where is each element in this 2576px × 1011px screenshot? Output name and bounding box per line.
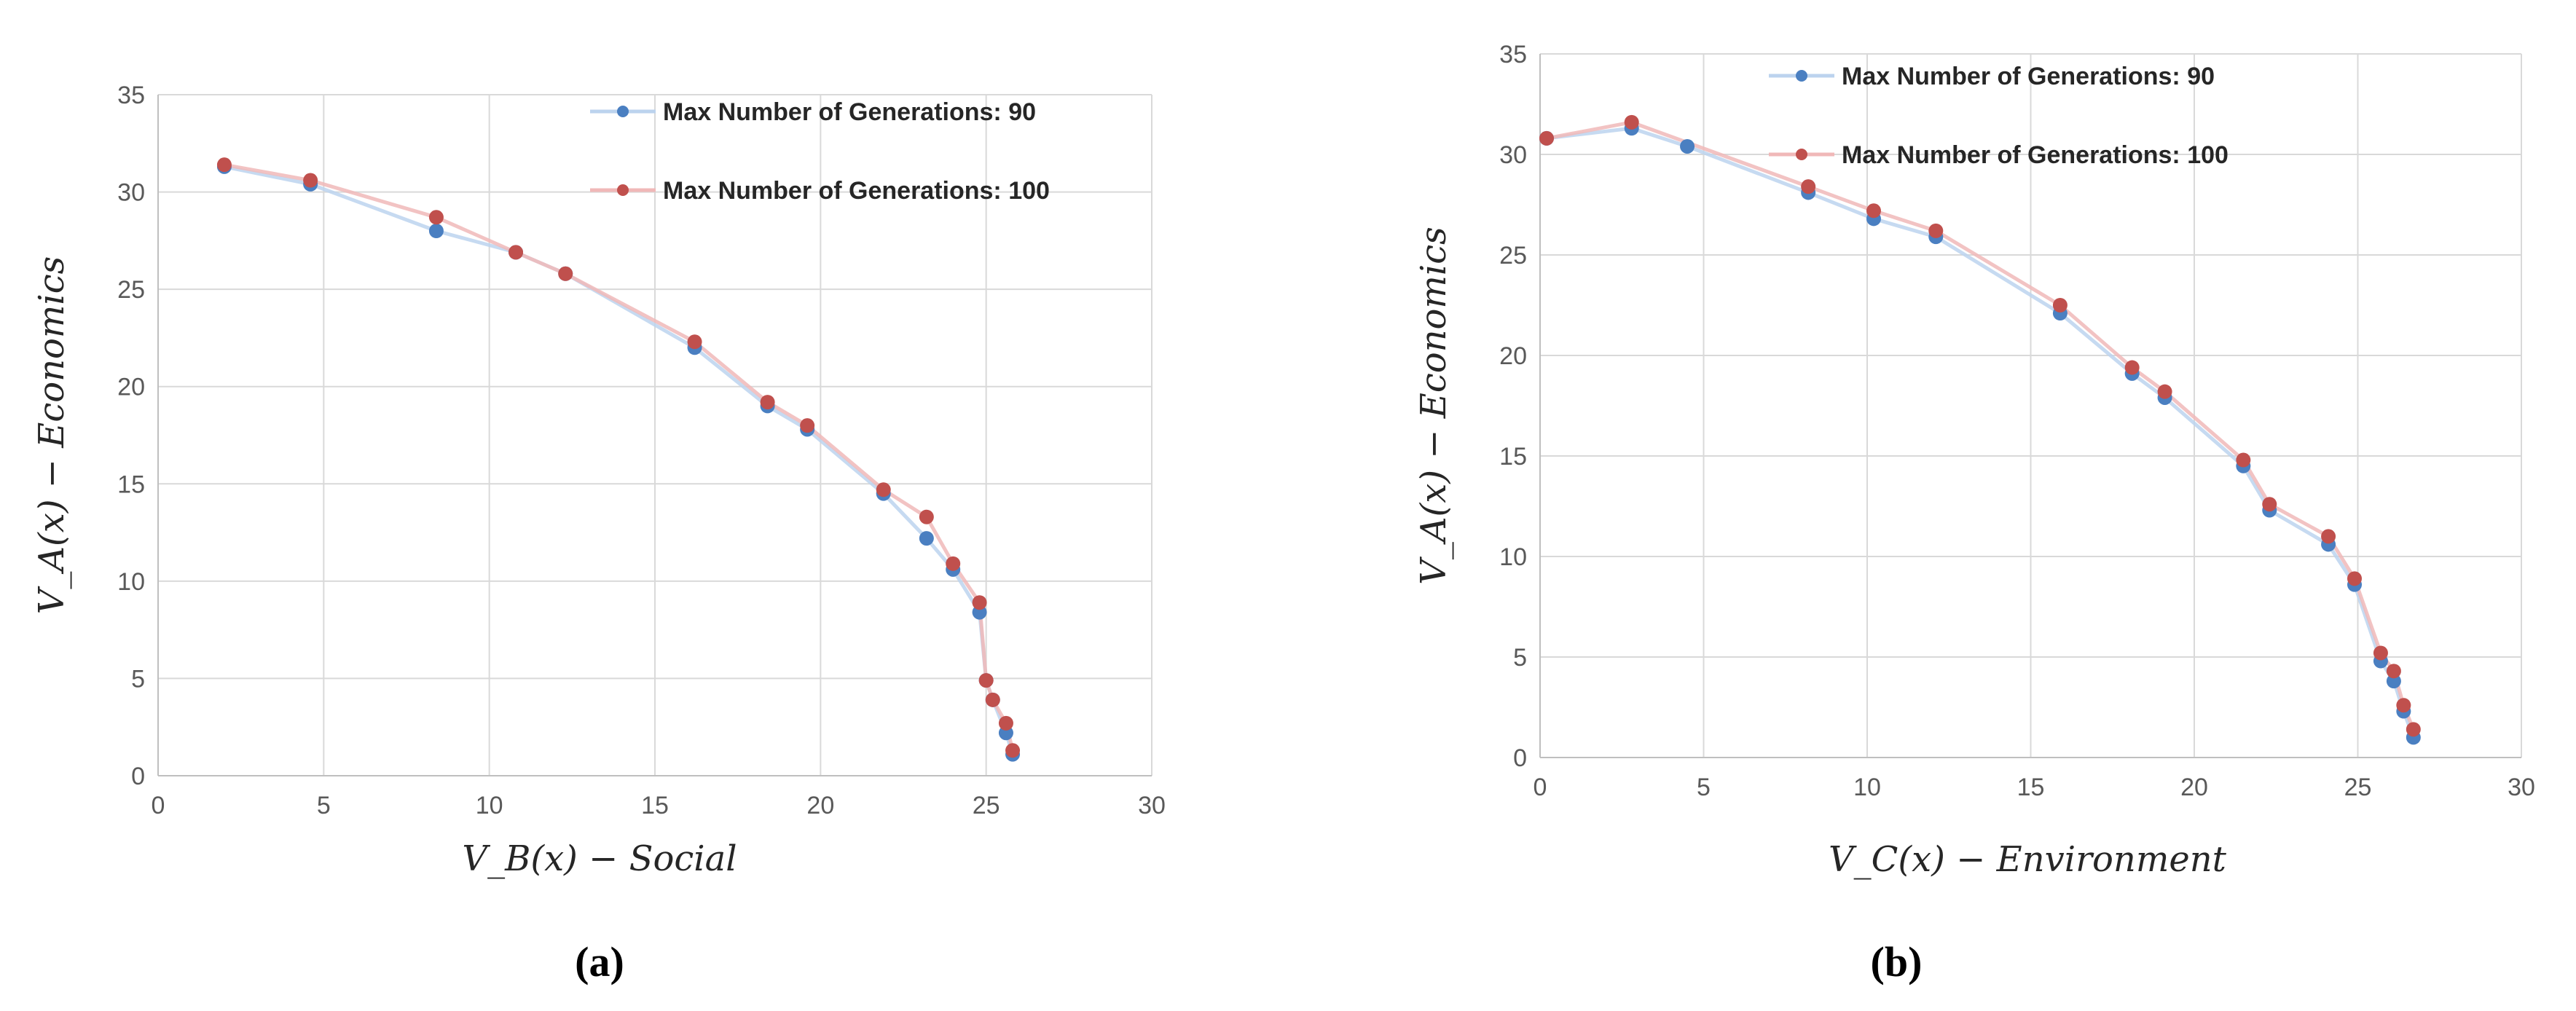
chart-panel-a: 0 5 10 15 20 25 30 0 5 10 15 20 25 30 35 Max Number of … [31,82,1166,986]
series-2-point [1539,130,1554,146]
series-2-point [2321,529,2336,544]
series-2-point [2157,384,2172,399]
series-2-point [508,245,524,260]
series-2-point [1624,114,1639,130]
x-tick-label: 10 [476,792,503,819]
series-2-point [1005,743,1021,758]
y-tick-label: 10 [1499,543,1527,571]
series-2-point [2124,360,2140,375]
series-1-point [1680,138,1695,154]
series-2-point [2386,664,2401,679]
y-tick-label: 35 [1499,41,1527,68]
x-tick-label: 0 [152,792,165,819]
y-tick-label: 35 [117,82,145,109]
series-2-point [2052,298,2068,312]
series-line-2 [224,162,1015,751]
y-tick-label: 15 [1499,443,1527,471]
series-2-point [2396,698,2411,713]
series-2-point [2373,645,2388,661]
y-tick-label: 25 [1499,242,1527,270]
y-tick-label: 0 [1513,744,1527,772]
x-axis-label: V_C(x) − Environment [1829,839,2227,880]
y-tick-label: 5 [131,665,145,693]
series-2-point [985,692,1000,707]
y-tick-label: 10 [117,568,145,596]
series-2-point [2406,722,2421,737]
panel-label: (a) [575,938,624,986]
series-2-point [946,556,961,571]
series-2-point [558,266,573,281]
x-tick-label: 20 [806,792,834,819]
y-axis-label: V_A(x) − Economics [31,256,72,615]
series-2-point [800,418,815,433]
x-tick-label: 25 [973,792,1000,819]
legend-swatch-marker-2 [617,184,629,196]
series-line-2 [1546,120,2416,731]
series-2-point [1928,223,1944,238]
x-axis-label: V_B(x) − Social [462,838,737,879]
y-tick-label: 30 [117,179,145,207]
legend-label-1: Max Number of Generations: 90 [1842,63,2215,90]
x-tick-label: 5 [317,792,331,819]
x-tick-label: 15 [641,792,669,819]
series-line-1 [1546,126,2416,739]
legend-swatch-marker-1 [1796,70,1807,82]
x-tick-label: 20 [2180,774,2208,801]
y-tick-label: 15 [117,471,145,498]
series-2-point [998,715,1013,731]
x-tick-label: 30 [1138,792,1166,819]
legend-label-1: Max Number of Generations: 90 [663,98,1036,126]
series-1-point [428,224,444,238]
series-2-point [978,673,994,688]
series-2-point [303,173,318,188]
y-axis-label: V_A(x) − Economics [1413,227,1454,585]
series-1-point [2386,674,2401,689]
y-tick-label: 5 [1513,644,1527,672]
series-2-point [2262,497,2277,512]
y-tick-label: 25 [117,276,145,304]
chart-panel-b: 0 5 10 15 20 25 30 0 5 10 15 20 25 30 35 Max Number of … [1413,41,2535,986]
series-2-point [1801,179,1816,194]
x-tick-label: 5 [1697,774,1711,801]
x-tick-label: 25 [2344,774,2372,801]
series-2-point [428,210,444,225]
series-2-point [687,334,702,350]
x-tick-label: 0 [1534,774,1547,801]
panel-label: (b) [1871,938,1923,986]
x-tick-label: 15 [2017,774,2045,801]
y-tick-label: 20 [117,374,145,401]
series-2-point [760,395,775,410]
series-2-point [919,509,934,524]
series-2-point [972,595,987,610]
legend-label-2: Max Number of Generations: 100 [1842,141,2229,169]
y-tick-label: 30 [1499,141,1527,169]
series-1-point [919,531,934,546]
x-tick-label: 30 [2508,774,2535,801]
series-2-point [876,482,891,497]
x-tick-label: 10 [1853,774,1881,801]
series-line-1 [224,165,1015,755]
legend-swatch-marker-2 [1796,149,1807,160]
y-tick-label: 0 [131,763,145,790]
legend-swatch-marker-1 [617,106,629,117]
series-2-point [2347,571,2363,586]
y-tick-label: 20 [1499,342,1527,370]
legend-label-2: Max Number of Generations: 100 [663,177,1050,205]
series-2-point [1866,203,1881,219]
series-2-point [216,157,232,173]
series-2-point [2236,452,2251,468]
